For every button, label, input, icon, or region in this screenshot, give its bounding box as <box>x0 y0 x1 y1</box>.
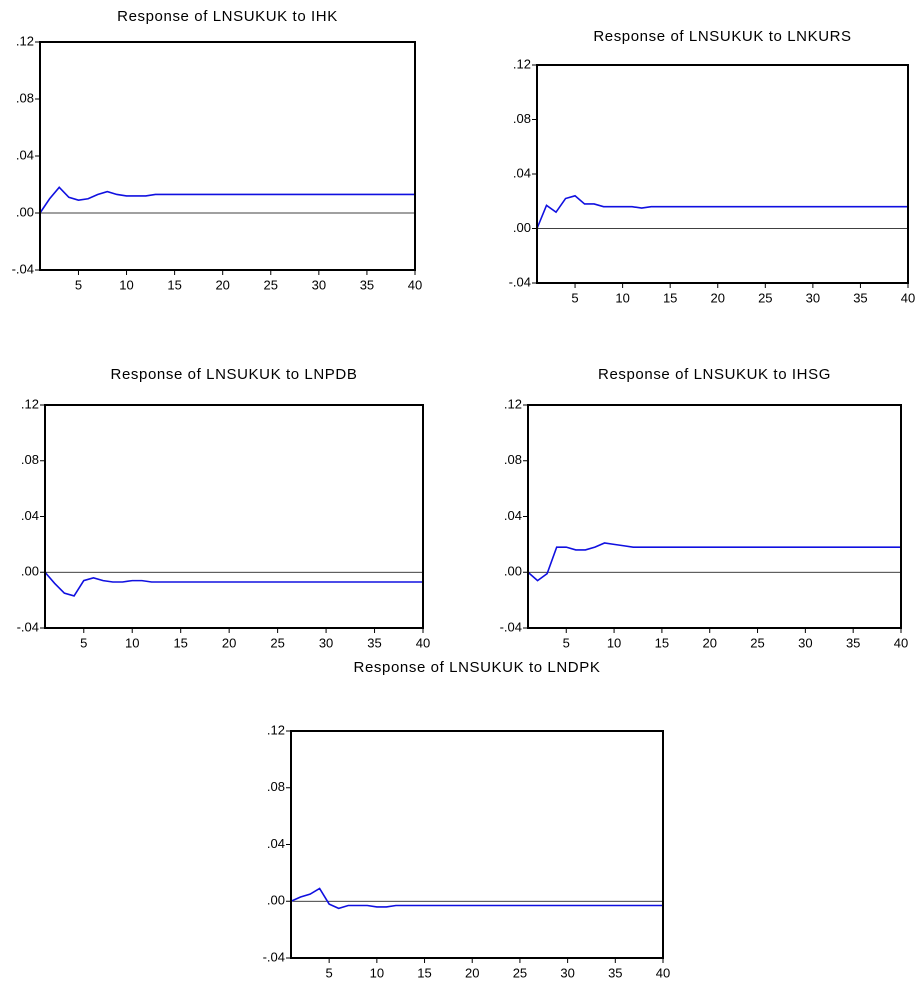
x-tick-label: 10 <box>125 635 139 650</box>
x-tick-label: 5 <box>80 635 87 650</box>
y-tick-label: .12 <box>513 56 531 71</box>
y-tick-label: .00 <box>513 220 531 235</box>
x-tick-label: 30 <box>806 290 820 305</box>
x-tick-label: 40 <box>416 635 430 650</box>
y-tick-label: .04 <box>16 147 34 162</box>
x-tick-label: 5 <box>75 277 82 292</box>
y-tick-label: .12 <box>504 396 522 411</box>
x-tick-label: 30 <box>798 635 812 650</box>
x-tick-label: 5 <box>563 635 570 650</box>
x-tick-label: 20 <box>711 290 725 305</box>
y-tick-label: -.04 <box>263 949 285 964</box>
x-tick-label: 20 <box>222 635 236 650</box>
x-tick-label: 40 <box>408 277 422 292</box>
response-line <box>40 187 415 213</box>
x-tick-label: 5 <box>326 965 333 980</box>
y-tick-label: .00 <box>267 893 285 908</box>
plot-frame <box>528 405 901 628</box>
x-tick-label: 35 <box>360 277 374 292</box>
x-tick-label: 40 <box>656 965 670 980</box>
x-tick-label: 35 <box>853 290 867 305</box>
y-tick-label: .00 <box>21 564 39 579</box>
x-tick-label: 35 <box>608 965 622 980</box>
y-tick-label: .00 <box>504 564 522 579</box>
x-tick-label: 15 <box>167 277 181 292</box>
x-tick-label: 15 <box>655 635 669 650</box>
x-tick-label: 20 <box>215 277 229 292</box>
y-tick-label: .08 <box>16 90 34 105</box>
y-tick-label: -.04 <box>12 261 34 276</box>
y-tick-label: .04 <box>21 508 39 523</box>
x-tick-label: 25 <box>758 290 772 305</box>
x-tick-label: 10 <box>370 965 384 980</box>
y-tick-label: .12 <box>16 33 34 48</box>
y-tick-label: .04 <box>513 165 531 180</box>
y-tick-label: .08 <box>513 111 531 126</box>
x-tick-label: 25 <box>513 965 527 980</box>
x-tick-label: 40 <box>894 635 908 650</box>
plot-frame <box>291 731 663 958</box>
response-line <box>45 572 423 596</box>
y-tick-label: -.04 <box>500 619 522 634</box>
response-line <box>537 196 908 229</box>
x-tick-label: 40 <box>901 290 915 305</box>
x-tick-label: 30 <box>319 635 333 650</box>
chart-title: Response of LNSUKUK to IHK <box>117 8 338 25</box>
figure: Response of LNSUKUK to IHK -.04 .00 .04 .08.… <box>0 0 922 990</box>
x-tick-label: 30 <box>312 277 326 292</box>
x-tick-label: 35 <box>367 635 381 650</box>
chart-title: Response of LNSUKUK to LNKURS <box>593 28 851 45</box>
plot-frame <box>537 65 908 283</box>
x-tick-label: 30 <box>560 965 574 980</box>
x-tick-label: 15 <box>663 290 677 305</box>
y-tick-label: .00 <box>16 204 34 219</box>
x-tick-label: 5 <box>571 290 578 305</box>
plot-frame <box>40 42 415 270</box>
y-tick-label: .08 <box>504 452 522 467</box>
y-tick-label: .12 <box>267 722 285 737</box>
response-line <box>528 543 901 581</box>
x-tick-label: 10 <box>607 635 621 650</box>
response-line <box>291 888 663 908</box>
chart-title: Response of LNSUKUK to LNDPK <box>354 659 601 676</box>
plot-frame <box>45 405 423 628</box>
y-tick-label: -.04 <box>509 274 531 289</box>
x-tick-label: 10 <box>615 290 629 305</box>
chart-title: Response of LNSUKUK to IHSG <box>598 366 831 383</box>
y-tick-label: -.04 <box>17 619 39 634</box>
chart-title: Response of LNSUKUK to LNPDB <box>111 366 358 383</box>
x-tick-label: 10 <box>119 277 133 292</box>
y-tick-label: .04 <box>267 836 285 851</box>
x-tick-label: 25 <box>750 635 764 650</box>
y-tick-label: .12 <box>21 396 39 411</box>
x-tick-label: 20 <box>702 635 716 650</box>
x-tick-label: 35 <box>846 635 860 650</box>
y-tick-label: .04 <box>504 508 522 523</box>
x-tick-label: 25 <box>264 277 278 292</box>
x-tick-label: 25 <box>270 635 284 650</box>
y-tick-label: .08 <box>267 779 285 794</box>
x-tick-label: 15 <box>173 635 187 650</box>
x-tick-label: 15 <box>417 965 431 980</box>
y-tick-label: .08 <box>21 452 39 467</box>
x-tick-label: 20 <box>465 965 479 980</box>
